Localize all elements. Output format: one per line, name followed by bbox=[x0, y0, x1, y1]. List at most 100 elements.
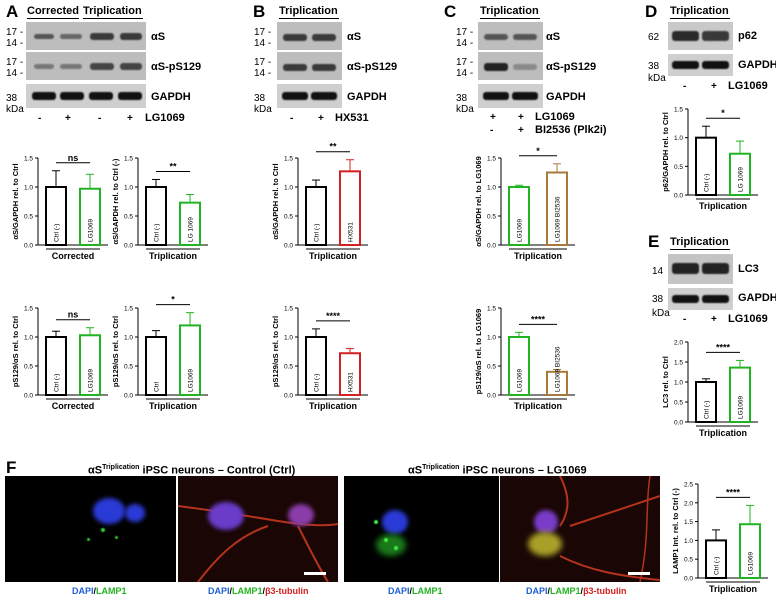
blot-label-as: αS bbox=[546, 31, 561, 43]
treatment-sign: + bbox=[490, 112, 496, 123]
blot-label-lc3: LC3 bbox=[738, 263, 759, 275]
y-tick-label: 1.5 bbox=[284, 306, 293, 313]
category-label: Ctrl (-) bbox=[314, 224, 321, 242]
header-triplication: Triplication bbox=[83, 5, 142, 17]
bar bbox=[705, 539, 727, 579]
western-blot-gapdh bbox=[668, 54, 733, 76]
significance-label: * bbox=[536, 146, 540, 156]
treatment-label: BI2536 (Plk2i) bbox=[535, 124, 607, 136]
header-corrected: Corrected bbox=[27, 5, 79, 17]
y-axis-label: pS129/αS rel. to LG1069 bbox=[474, 309, 483, 394]
western-blot-as-ps129 bbox=[26, 52, 146, 80]
kda-unit: kDa bbox=[6, 104, 24, 115]
y-tick-label: 0.0 bbox=[487, 393, 496, 400]
panel-letter-b: B bbox=[253, 2, 266, 21]
treatment-sign: - bbox=[38, 113, 42, 124]
blot-label-as: αS bbox=[347, 31, 362, 43]
category-label: Ctrl (-) bbox=[314, 374, 321, 392]
y-tick-label: 1.0 bbox=[487, 335, 496, 342]
western-blot-gapdh bbox=[277, 84, 342, 108]
blot-label-as-ps129: αS-pS129 bbox=[347, 61, 398, 73]
x-axis-label: Triplication bbox=[309, 401, 357, 411]
bar-chart-a3: 0.0 0.5 1.0 1.5 pS129/αS rel. to Ctrl Ctrl (-… bbox=[11, 306, 108, 411]
y-axis-label: αS/GAPDH rel. to Ctrl bbox=[11, 163, 20, 239]
caption-dapi-lamp1-tubulin: DAPI/LAMP1/β3-tubulin bbox=[526, 586, 627, 596]
y-tick-label: 0.0 bbox=[124, 243, 133, 250]
category-label: LG1069 bbox=[748, 551, 755, 575]
kda-marker: 14 - bbox=[6, 68, 24, 79]
x-axis-label: Triplication bbox=[514, 401, 562, 411]
y-tick-label: 1.0 bbox=[674, 135, 683, 142]
y-tick-label: 1.0 bbox=[284, 335, 293, 342]
y-tick-label: 1.0 bbox=[674, 380, 683, 387]
western-blot-as bbox=[478, 22, 543, 50]
y-tick-label: 0.0 bbox=[284, 393, 293, 400]
blot-label-gapdh: GAPDH bbox=[738, 59, 776, 71]
significance-label: ** bbox=[329, 142, 337, 152]
micrograph-lg1069-merge bbox=[500, 476, 660, 582]
significance-label: ** bbox=[169, 161, 177, 171]
kda-marker: 14 - bbox=[456, 68, 474, 79]
kda-marker: 17 - bbox=[456, 27, 474, 38]
blot-label-gapdh: GAPDH bbox=[546, 91, 586, 103]
blot-label-as-ps129: αS-pS129 bbox=[151, 61, 202, 73]
blot-label-gapdh: GAPDH bbox=[738, 292, 776, 304]
category-label: Ctrl (-) bbox=[154, 224, 161, 242]
bar bbox=[729, 366, 751, 423]
category-label: LG1069 BI2536 bbox=[555, 346, 562, 392]
x-axis-label: Corrected bbox=[52, 401, 95, 411]
y-tick-label: 0.5 bbox=[674, 400, 683, 407]
treatment-label: LG1069 bbox=[535, 111, 575, 123]
kda-marker: 17 - bbox=[6, 57, 24, 68]
y-tick-label: 0.5 bbox=[124, 214, 133, 221]
microscopy-title-control: αSTriplication iPSC neurons – Control (C… bbox=[88, 464, 296, 477]
y-tick-label: 1.0 bbox=[684, 538, 693, 545]
y-tick-label: 0.0 bbox=[684, 576, 693, 583]
y-tick-label: 1.5 bbox=[487, 156, 496, 163]
y-axis-label: pS129/αS rel. to Ctrl bbox=[111, 316, 120, 387]
y-axis-label: LC3 rel. to Ctrl bbox=[661, 356, 670, 408]
bar bbox=[79, 334, 101, 396]
y-tick-label: 2.5 bbox=[684, 482, 693, 489]
bar-chart-b2: 0.0 0.5 1.0 1.5 pS129/αS rel. to Ctrl Ctrl (-… bbox=[271, 306, 368, 411]
y-axis-label: αS/GAPDH rel. to Ctrl (-) bbox=[111, 158, 120, 244]
y-tick-label: 1.0 bbox=[124, 185, 133, 192]
kda-marker: 38 bbox=[6, 93, 18, 104]
treatment-label: LG1069 bbox=[145, 112, 185, 124]
y-tick-label: 0.5 bbox=[24, 364, 33, 371]
kda-marker: 38 bbox=[648, 61, 660, 72]
western-blot-gapdh bbox=[478, 84, 543, 108]
header-triplication: Triplication bbox=[279, 5, 338, 17]
western-blot-p62 bbox=[668, 22, 733, 50]
bar-chart-f1: 0.0 0.5 1.0 1.5 2.0 2.5 LAMP1 Int. rel. to Ctr… bbox=[671, 482, 768, 594]
kda-marker: 38 bbox=[456, 93, 468, 104]
western-blot-as-ps129 bbox=[478, 52, 543, 80]
y-tick-label: 1.5 bbox=[684, 519, 693, 526]
treatment-sign: - bbox=[490, 125, 494, 136]
y-axis-label: pS129/αS rel. to Ctrl bbox=[271, 316, 280, 387]
category-label: LG1069 bbox=[88, 218, 95, 242]
y-tick-label: 0.5 bbox=[684, 557, 693, 564]
x-axis-label: Triplication bbox=[149, 251, 197, 261]
category-label: Ctrl (-) bbox=[704, 401, 711, 419]
category-label: HX531 bbox=[348, 222, 355, 242]
blot-label-gapdh: GAPDH bbox=[151, 91, 191, 103]
scale-bar bbox=[628, 572, 650, 575]
panel-letter-e: E bbox=[648, 232, 660, 251]
y-tick-label: 0.5 bbox=[674, 164, 683, 171]
kda-marker: 17 - bbox=[254, 57, 272, 68]
micrograph-control-dapi-lamp1 bbox=[5, 476, 176, 582]
kda-marker: 38 bbox=[652, 294, 664, 305]
category-label: LG1069 bbox=[738, 395, 745, 419]
x-axis-label: Corrected bbox=[52, 251, 95, 261]
y-tick-label: 1.5 bbox=[124, 306, 133, 313]
category-label: LG 1069 bbox=[738, 167, 745, 192]
blot-label-as: αS bbox=[151, 31, 166, 43]
bar-chart-b1: 0.0 0.5 1.0 1.5 αS/GAPDH rel. to Ctrl Ctrl (-… bbox=[271, 142, 368, 261]
treatment-sign: + bbox=[127, 113, 133, 124]
y-tick-label: 0.0 bbox=[284, 243, 293, 250]
blot-label-as-ps129: αS-pS129 bbox=[546, 61, 597, 73]
panel-letter-c: C bbox=[444, 2, 457, 21]
treatment-label: LG1069 bbox=[728, 313, 768, 325]
category-label: LG1069 bbox=[188, 368, 195, 392]
